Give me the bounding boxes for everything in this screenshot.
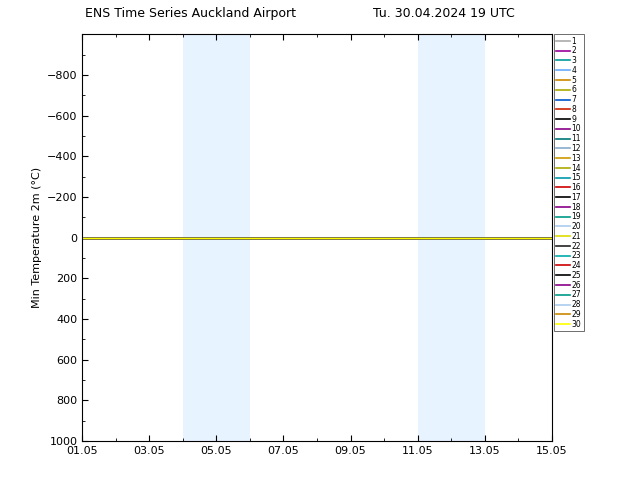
Text: Tu. 30.04.2024 19 UTC: Tu. 30.04.2024 19 UTC	[373, 7, 515, 21]
Bar	[183, 34, 216, 441]
Text: ENS Time Series Auckland Airport: ENS Time Series Auckland Airport	[85, 7, 295, 21]
Legend: 1, 2, 3, 4, 5, 6, 7, 8, 9, 10, 11, 12, 13, 14, 15, 16, 17, 18, 19, 20, 21, 22, 2: 1, 2, 3, 4, 5, 6, 7, 8, 9, 10, 11, 12, 1…	[554, 34, 583, 331]
Y-axis label: Min Temperature 2m (°C): Min Temperature 2m (°C)	[32, 167, 41, 308]
Bar	[216, 34, 250, 441]
Bar	[418, 34, 451, 441]
Bar	[451, 34, 484, 441]
